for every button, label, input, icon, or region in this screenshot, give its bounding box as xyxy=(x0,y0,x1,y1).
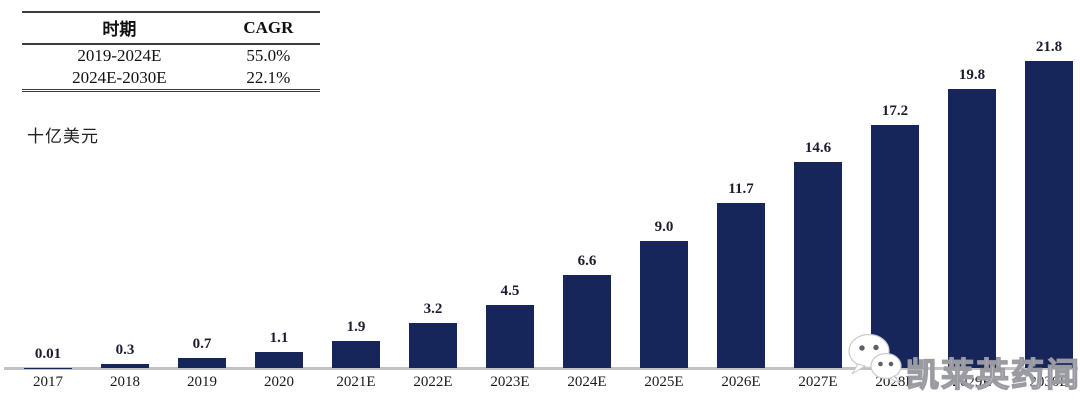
bar-value-label: 1.9 xyxy=(346,319,366,336)
bar xyxy=(255,352,303,368)
bar xyxy=(486,304,534,368)
x-tick-label: 2024E xyxy=(567,374,607,390)
cagr-table-cell: 55.0% xyxy=(246,46,291,65)
x-tick-label: 2027E xyxy=(798,374,838,390)
bar xyxy=(948,88,996,368)
x-axis-line xyxy=(4,367,1078,370)
x-tick-label: 2030E xyxy=(1029,374,1069,390)
bar-value-label: 19.8 xyxy=(958,66,986,83)
wechat-icon xyxy=(848,334,902,384)
cagr-table-row: 2019-2024E 55.0% xyxy=(22,44,320,67)
bar xyxy=(640,241,688,368)
x-tick-label: 2023E xyxy=(490,374,530,390)
bar-value-label: 4.5 xyxy=(500,282,520,299)
cagr-table-cell: 2024E-2030E xyxy=(72,68,167,87)
cagr-table-header-row: 时期 CAGR xyxy=(22,12,320,45)
x-tick-label: 2021E xyxy=(336,374,376,390)
bar-value-label: 21.8 xyxy=(1035,38,1063,55)
x-tick-label: 2017 xyxy=(33,374,63,390)
bar xyxy=(1025,60,1073,368)
watermark-text: 凯莱英药闻 xyxy=(905,355,1080,393)
bar-value-label: 6.6 xyxy=(577,252,597,269)
bar xyxy=(332,341,380,368)
bar-value-label: 0.7 xyxy=(192,336,212,353)
bar-value-label: 0.01 xyxy=(34,345,62,362)
bar-value-label: 9.0 xyxy=(654,219,674,236)
x-tick-label: 2029E xyxy=(952,374,992,390)
bar xyxy=(717,203,765,368)
cagr-table: 时期 CAGR 2019-2024E 55.0% 2024E-2030E 22.1% xyxy=(22,11,320,92)
cagr-table-cell: 2019-2024E xyxy=(77,46,162,65)
bar-value-label: 1.1 xyxy=(269,330,289,347)
bar-value-label: 3.2 xyxy=(423,300,443,317)
y-axis-unit-label: 十亿美元 xyxy=(27,127,99,146)
x-tick-label: 2022E xyxy=(413,374,453,390)
bar-value-label: 11.7 xyxy=(728,181,754,198)
x-tick-label: 2025E xyxy=(644,374,684,390)
bar-value-label: 17.2 xyxy=(881,103,909,120)
cagr-table-header-period: 时期 xyxy=(22,12,217,45)
x-tick-label: 2019 xyxy=(187,374,217,390)
bar xyxy=(871,125,919,368)
bar-value-label: 0.3 xyxy=(115,341,135,358)
x-tick-label: 2026E xyxy=(721,374,761,390)
bar xyxy=(409,322,457,368)
cagr-table-cell: 22.1% xyxy=(246,68,291,87)
bar xyxy=(178,358,226,368)
bar-value-label: 14.6 xyxy=(804,140,832,157)
bar xyxy=(563,274,611,368)
x-tick-label: 2018 xyxy=(110,374,140,390)
x-tick-label: 2020 xyxy=(264,374,294,390)
bar xyxy=(101,363,149,368)
bar xyxy=(794,162,842,368)
cagr-table-body: 2019-2024E 55.0% 2024E-2030E 22.1% xyxy=(22,44,320,91)
cagr-table-row: 2024E-2030E 22.1% xyxy=(22,67,320,91)
cagr-table-header-cagr: CAGR xyxy=(216,12,320,45)
